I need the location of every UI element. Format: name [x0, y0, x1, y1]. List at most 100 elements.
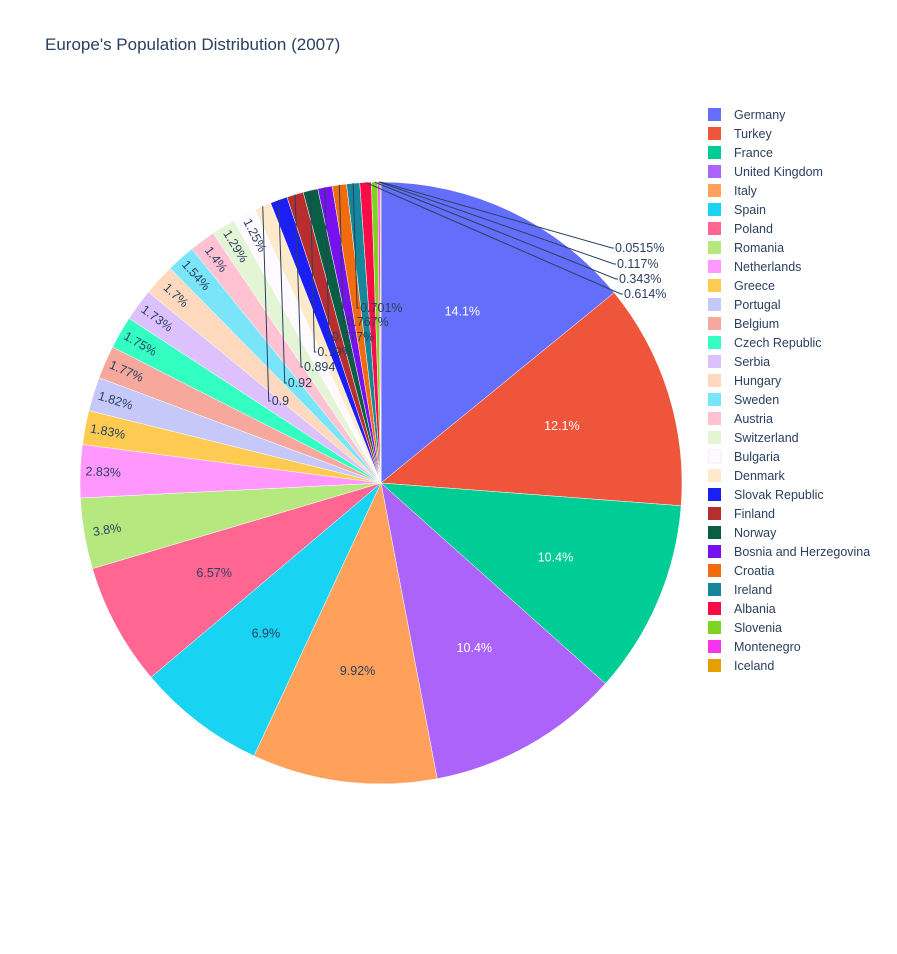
- slice-label-romania: 3.8%: [92, 520, 122, 539]
- legend-item-austria[interactable]: Austria: [708, 412, 773, 426]
- slice-label-united-kingdom: 10.4%: [457, 641, 492, 655]
- legend-label: Turkey: [734, 127, 772, 141]
- callout-line-denmark: [262, 206, 271, 402]
- callout-line-montenegro: [378, 181, 616, 265]
- legend-item-slovenia[interactable]: Slovenia: [708, 621, 782, 635]
- slice-label-poland: 6.57%: [196, 566, 231, 580]
- legend-label: Serbia: [734, 355, 770, 369]
- slice-label-france: 10.4%: [538, 550, 573, 564]
- slice-germany[interactable]: [380, 181, 615, 484]
- legend-label: Ireland: [734, 583, 772, 597]
- legend-label: Greece: [734, 279, 775, 293]
- legend-label: Slovenia: [734, 621, 782, 635]
- legend-item-slovak-republic[interactable]: Slovak Republic: [708, 488, 824, 502]
- legend-label: Netherlands: [734, 260, 801, 274]
- legend-label: Montenegro: [734, 640, 801, 654]
- legend-swatch: [708, 621, 721, 634]
- slice-turkey[interactable]: [380, 292, 683, 507]
- legend-label: Albania: [734, 602, 776, 616]
- legend-swatch: [708, 336, 721, 349]
- legend: Germany Turkey France United Kingdom Italy Sp…: [707, 108, 870, 673]
- legend-swatch: [707, 449, 722, 464]
- slice-italy[interactable]: [253, 482, 438, 785]
- callout-line-norway: [309, 190, 317, 353]
- legend-item-spain[interactable]: Spain: [708, 203, 766, 217]
- legend-swatch: [708, 488, 721, 501]
- callout-line-finland: [294, 194, 304, 368]
- legend-item-bulgaria[interactable]: Bulgaria: [707, 449, 780, 464]
- legend-item-ireland[interactable]: Ireland: [708, 583, 772, 597]
- legend-item-serbia[interactable]: Serbia: [708, 355, 770, 369]
- legend-item-turkey[interactable]: Turkey: [708, 127, 772, 141]
- legend-item-portugal[interactable]: Portugal: [708, 298, 781, 312]
- legend-swatch: [708, 469, 721, 482]
- legend-label: Poland: [734, 222, 773, 236]
- slice-label-denmark: 0.9: [272, 394, 289, 408]
- pie-slices: [79, 181, 683, 785]
- legend-item-greece[interactable]: Greece: [708, 279, 775, 293]
- slice-label-bosnia-and-herzegovina: 0.777%: [332, 330, 374, 344]
- slice-label-ireland: 0.701%: [360, 301, 402, 315]
- legend-item-finland[interactable]: Finland: [708, 507, 775, 521]
- legend-label: Bosnia and Herzegovina: [734, 545, 870, 559]
- legend-item-belgium[interactable]: Belgium: [708, 317, 779, 331]
- legend-label: Iceland: [734, 659, 774, 673]
- legend-item-sweden[interactable]: Sweden: [708, 393, 779, 407]
- legend-label: Austria: [734, 412, 773, 426]
- legend-label: Slovak Republic: [734, 488, 824, 502]
- legend-label: Sweden: [734, 393, 779, 407]
- callout-line-bosnia-and-herzegovina: [324, 187, 331, 338]
- legend-item-bosnia-and-herzegovina[interactable]: Bosnia and Herzegovina: [708, 545, 870, 559]
- legend-item-romania[interactable]: Romania: [708, 241, 784, 255]
- slice-label-croatia: 0.767%: [346, 315, 388, 329]
- legend-item-poland[interactable]: Poland: [708, 222, 773, 236]
- legend-swatch: [708, 393, 721, 406]
- slice-label-norway: 0.79%: [317, 345, 352, 359]
- legend-item-montenegro[interactable]: Montenegro: [708, 640, 801, 654]
- legend-swatch: [708, 564, 721, 577]
- legend-item-switzerland[interactable]: Switzerland: [708, 431, 799, 445]
- legend-item-united-kingdom[interactable]: United Kingdom: [708, 165, 823, 179]
- legend-label: Denmark: [734, 469, 785, 483]
- slice-label-slovenia: 0.343%: [619, 272, 661, 286]
- legend-swatch: [708, 317, 721, 330]
- legend-swatch: [708, 279, 721, 292]
- callout-line-slovak-republic: [278, 199, 287, 384]
- legend-item-germany[interactable]: Germany: [708, 108, 786, 122]
- slice-spain[interactable]: [150, 482, 382, 757]
- slice-label-montenegro: 0.117%: [617, 257, 658, 271]
- legend-item-czech-republic[interactable]: Czech Republic: [708, 336, 822, 350]
- callout-line-iceland: [380, 181, 614, 249]
- legend-item-denmark[interactable]: Denmark: [708, 469, 785, 483]
- legend-swatch: [708, 165, 721, 178]
- legend-item-netherlands[interactable]: Netherlands: [708, 260, 801, 274]
- legend-item-france[interactable]: France: [708, 146, 773, 160]
- slice-label-slovak-republic: 0.92: [288, 376, 312, 390]
- legend-swatch: [708, 374, 721, 387]
- legend-label: Czech Republic: [734, 336, 822, 350]
- slice-france[interactable]: [380, 482, 682, 684]
- legend-item-croatia[interactable]: Croatia: [708, 564, 774, 578]
- legend-swatch: [708, 583, 721, 596]
- legend-item-iceland[interactable]: Iceland: [708, 659, 774, 673]
- legend-label: Bulgaria: [734, 450, 780, 464]
- legend-label: Romania: [734, 241, 784, 255]
- legend-label: Norway: [734, 526, 777, 540]
- slice-label-greece: 1.83%: [89, 422, 126, 442]
- legend-swatch: [708, 659, 721, 672]
- legend-item-italy[interactable]: Italy: [708, 184, 758, 198]
- legend-swatch: [708, 203, 721, 216]
- legend-swatch: [708, 108, 721, 121]
- legend-swatch: [708, 545, 721, 558]
- slice-label-germany: 14.1%: [445, 305, 480, 319]
- legend-swatch: [708, 298, 721, 311]
- legend-label: Finland: [734, 507, 775, 521]
- legend-item-hungary[interactable]: Hungary: [708, 374, 782, 388]
- legend-item-albania[interactable]: Albania: [708, 602, 776, 616]
- legend-item-norway[interactable]: Norway: [708, 526, 777, 540]
- legend-swatch: [708, 260, 721, 273]
- slice-united-kingdom[interactable]: [380, 482, 606, 780]
- slice-poland[interactable]: [92, 482, 382, 678]
- legend-label: Croatia: [734, 564, 774, 578]
